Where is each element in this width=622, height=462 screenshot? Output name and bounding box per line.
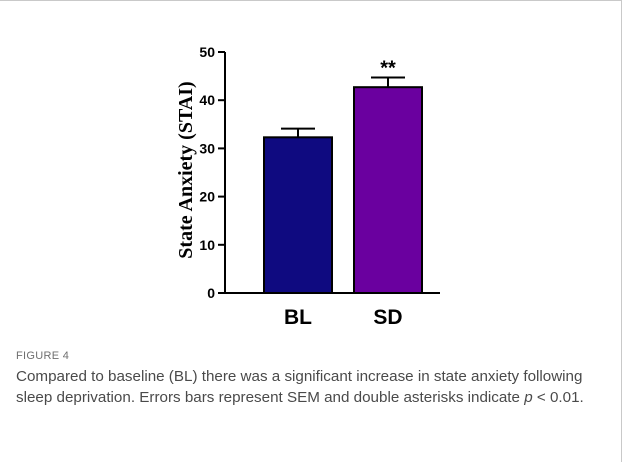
bar-chart: State Anxiety (STAI) 0 10 20 30 40 50 ** BL SD [175, 44, 440, 329]
bar-bl [263, 136, 333, 295]
significance-annotations: ** [380, 58, 396, 80]
x-tick-label-sd: SD [373, 306, 402, 329]
y-tick-label: 50 [199, 44, 215, 60]
figure-caption: Compared to baseline (BL) there was a si… [16, 366, 586, 408]
bar-sd [353, 86, 423, 294]
y-tick-label: 0 [207, 285, 215, 301]
y-axis-label: State Anxiety (STAI) [175, 81, 197, 258]
y-tick-label: 30 [199, 140, 215, 156]
y-tick-label: 20 [199, 189, 215, 205]
caption-text: Compared to baseline (BL) there was a si… [16, 368, 583, 406]
y-tick-label: 10 [199, 237, 215, 253]
x-tick-label-bl: BL [284, 306, 312, 329]
figure-label: FIGURE 4 [16, 350, 70, 362]
x-axis-tick-labels: BL SD [284, 306, 403, 329]
caption-text-end: < 0.01. [532, 389, 584, 406]
error-bars [281, 76, 405, 138]
y-axis-ticks: 0 10 20 30 40 50 [199, 44, 225, 301]
bars [263, 86, 423, 295]
caption-p-symbol: p [524, 389, 533, 406]
y-tick-label: 40 [199, 92, 215, 108]
significance-marker: ** [380, 58, 396, 80]
